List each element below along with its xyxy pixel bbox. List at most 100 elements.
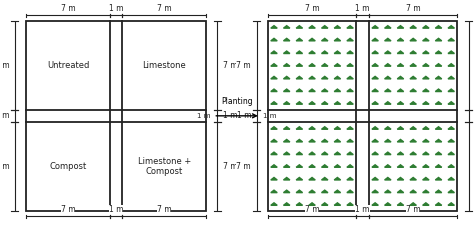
Polygon shape — [283, 64, 290, 66]
Polygon shape — [321, 190, 328, 193]
Polygon shape — [423, 102, 429, 104]
Polygon shape — [448, 26, 455, 28]
Polygon shape — [448, 38, 455, 41]
Polygon shape — [448, 152, 455, 155]
Text: 1 m: 1 m — [263, 113, 276, 119]
Polygon shape — [309, 139, 315, 142]
Polygon shape — [271, 38, 277, 41]
Text: Compost: Compost — [49, 162, 87, 171]
Polygon shape — [334, 127, 341, 129]
Polygon shape — [397, 177, 404, 180]
Polygon shape — [397, 76, 404, 79]
Polygon shape — [309, 152, 315, 155]
Polygon shape — [435, 26, 442, 28]
Polygon shape — [448, 177, 455, 180]
Polygon shape — [423, 51, 429, 54]
Polygon shape — [435, 177, 442, 180]
Polygon shape — [271, 76, 277, 79]
Polygon shape — [309, 26, 315, 28]
Polygon shape — [271, 165, 277, 167]
Polygon shape — [283, 102, 290, 104]
Polygon shape — [347, 165, 353, 167]
Polygon shape — [435, 152, 442, 155]
Polygon shape — [347, 203, 353, 205]
Polygon shape — [410, 89, 416, 91]
Text: Untreated: Untreated — [47, 61, 89, 70]
Bar — [26, 21, 206, 211]
Polygon shape — [435, 139, 442, 142]
Polygon shape — [448, 64, 455, 66]
Polygon shape — [271, 64, 277, 66]
Polygon shape — [347, 127, 353, 129]
Polygon shape — [448, 165, 455, 167]
Text: 7 m: 7 m — [237, 61, 251, 70]
Polygon shape — [435, 76, 442, 79]
Polygon shape — [448, 190, 455, 193]
Polygon shape — [283, 127, 290, 129]
Polygon shape — [271, 26, 277, 28]
Polygon shape — [448, 203, 455, 205]
Polygon shape — [384, 139, 391, 142]
Polygon shape — [410, 165, 416, 167]
Polygon shape — [372, 51, 378, 54]
Polygon shape — [309, 76, 315, 79]
Polygon shape — [410, 127, 416, 129]
Polygon shape — [321, 38, 328, 41]
Polygon shape — [271, 127, 277, 129]
Polygon shape — [283, 38, 290, 41]
Text: Planting: Planting — [221, 98, 253, 106]
Text: 7 m: 7 m — [61, 205, 75, 214]
Polygon shape — [397, 102, 404, 104]
Polygon shape — [384, 38, 391, 41]
Polygon shape — [296, 76, 302, 79]
Polygon shape — [397, 139, 404, 142]
Polygon shape — [271, 139, 277, 142]
Polygon shape — [283, 139, 290, 142]
Polygon shape — [309, 190, 315, 193]
Polygon shape — [410, 51, 416, 54]
Text: 1 m: 1 m — [109, 4, 123, 13]
Polygon shape — [334, 102, 341, 104]
Polygon shape — [435, 203, 442, 205]
Polygon shape — [423, 177, 429, 180]
Polygon shape — [347, 152, 353, 155]
Polygon shape — [321, 102, 328, 104]
Polygon shape — [384, 177, 391, 180]
Polygon shape — [410, 26, 416, 28]
Polygon shape — [309, 38, 315, 41]
Polygon shape — [283, 89, 290, 91]
Polygon shape — [372, 26, 378, 28]
Polygon shape — [334, 165, 341, 167]
Text: 1 m: 1 m — [0, 111, 9, 120]
Polygon shape — [435, 51, 442, 54]
Polygon shape — [448, 76, 455, 79]
Polygon shape — [435, 64, 442, 66]
Polygon shape — [397, 203, 404, 205]
Polygon shape — [384, 203, 391, 205]
Bar — [268, 21, 457, 211]
Polygon shape — [309, 203, 315, 205]
Polygon shape — [334, 26, 341, 28]
Polygon shape — [347, 177, 353, 180]
Polygon shape — [397, 38, 404, 41]
Text: 7 m: 7 m — [406, 4, 420, 13]
Polygon shape — [410, 76, 416, 79]
Polygon shape — [334, 51, 341, 54]
Polygon shape — [372, 76, 378, 79]
Polygon shape — [372, 127, 378, 129]
Polygon shape — [309, 165, 315, 167]
Polygon shape — [347, 64, 353, 66]
Polygon shape — [283, 51, 290, 54]
Polygon shape — [397, 89, 404, 91]
Polygon shape — [309, 127, 315, 129]
Polygon shape — [321, 51, 328, 54]
Polygon shape — [384, 76, 391, 79]
Polygon shape — [296, 165, 302, 167]
Polygon shape — [334, 76, 341, 79]
Text: 1 m: 1 m — [198, 113, 211, 119]
Polygon shape — [271, 102, 277, 104]
Polygon shape — [423, 152, 429, 155]
Polygon shape — [372, 102, 378, 104]
Polygon shape — [321, 177, 328, 180]
Polygon shape — [397, 127, 404, 129]
